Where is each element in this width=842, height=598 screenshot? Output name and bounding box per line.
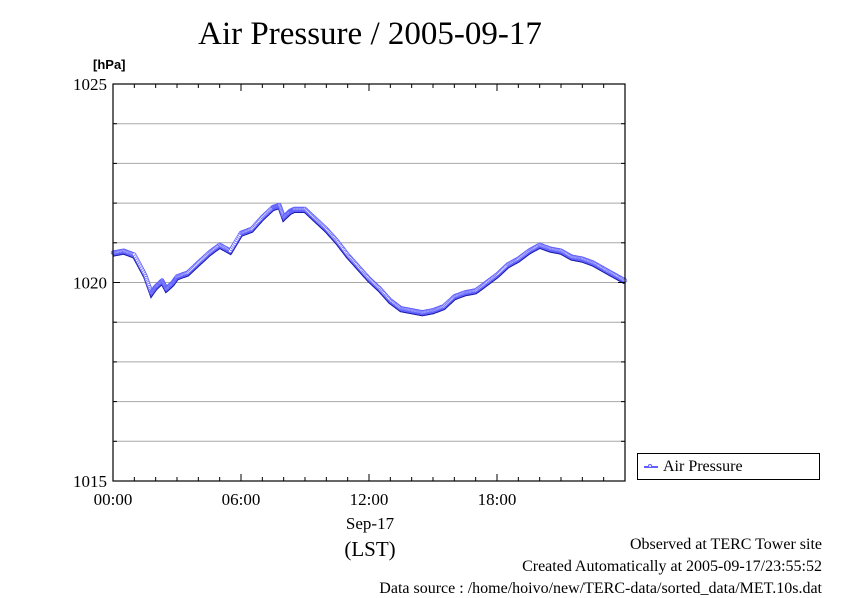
legend: Air Pressure	[637, 453, 820, 480]
x-date-label: Sep-17	[345, 514, 395, 533]
y-unit-label: [hPa]	[93, 57, 126, 72]
y-tick-label: 1020	[73, 274, 107, 293]
axis-ticks: 1015 1020 1025 00:00 06:00 12:00 18:00	[73, 75, 626, 509]
y-tick-label: 1015	[73, 472, 107, 491]
legend-label: Air Pressure	[663, 457, 743, 475]
series-line-shadow	[112, 204, 627, 317]
legend-swatch	[644, 463, 658, 468]
y-tick-label: 1025	[73, 75, 107, 94]
x-tick-label: 18:00	[478, 490, 517, 509]
footer-observed: Observed at TERC Tower site	[629, 536, 822, 553]
grid-lines	[113, 123, 625, 442]
x-timezone-label: (LST)	[344, 537, 396, 561]
chart-title: Air Pressure / 2005-09-17	[198, 16, 542, 52]
x-tick-label: 12:00	[350, 490, 389, 509]
x-tick-label: 06:00	[222, 490, 261, 509]
footer-source: Data source : /home/hoivo/new/TERC-data/…	[379, 580, 822, 597]
footer-created: Created Automatically at 2005-09-17/23:5…	[522, 558, 822, 575]
series-line	[112, 205, 626, 316]
x-tick-label: 00:00	[94, 490, 133, 509]
series-layer	[110, 202, 628, 317]
